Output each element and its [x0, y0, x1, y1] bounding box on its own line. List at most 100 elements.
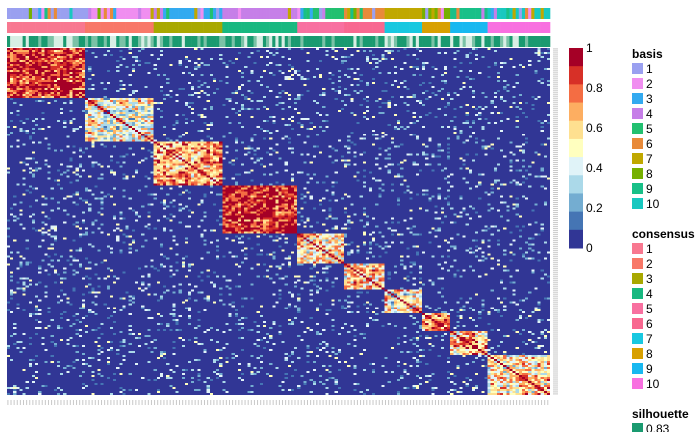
row-tick-label — [553, 227, 558, 229]
annotation-cell — [231, 22, 236, 33]
annotation-cell — [184, 36, 189, 47]
row-tick-label — [553, 319, 558, 321]
column-tick-label — [422, 400, 424, 405]
annotation-cell — [315, 22, 320, 33]
annotation-cell — [222, 22, 226, 33]
row-tick-label — [553, 311, 558, 313]
annotation-cell — [531, 36, 535, 47]
annotation-cell — [387, 36, 392, 47]
column-tick-label — [303, 400, 305, 405]
row-tick-label — [553, 337, 558, 339]
row-tick-label — [553, 219, 558, 221]
annotation-cell — [200, 36, 204, 47]
annotation-cell — [415, 36, 420, 47]
annotation-cell — [116, 36, 120, 47]
column-tick-label — [122, 400, 124, 405]
annotation-cell — [512, 36, 516, 47]
annotation-cell — [275, 8, 279, 19]
column-tick-label — [141, 400, 143, 405]
column-tick-label — [353, 400, 355, 405]
annotation-cell — [188, 22, 192, 33]
annotation-cell — [459, 22, 463, 33]
column-tick-label — [503, 400, 505, 405]
annotation-cell — [194, 8, 198, 19]
row-tick-label — [553, 223, 558, 225]
annotation-cell — [81, 36, 86, 47]
annotation-cell — [290, 8, 295, 19]
annotation-cell — [116, 22, 120, 33]
annotation-cell — [537, 8, 541, 19]
column-tick-label — [525, 400, 527, 405]
annotation-cell — [450, 22, 454, 33]
annotation-cell — [35, 8, 39, 19]
annotation-cell — [50, 22, 55, 33]
annotation-cell — [219, 8, 223, 19]
annotation-cell — [412, 8, 417, 19]
annotation-cell — [159, 36, 164, 47]
row-tick-label — [553, 265, 558, 267]
annotation-cell — [178, 36, 183, 47]
annotation-cell — [481, 8, 485, 19]
annotation-cell — [16, 22, 20, 33]
row-tick-label — [553, 249, 558, 251]
color-scale-tick-label: 0.8 — [586, 81, 603, 95]
row-tick-label — [553, 275, 558, 277]
row-tick-label — [553, 341, 558, 343]
row-tick-label — [553, 353, 558, 355]
row-tick-label — [553, 134, 558, 136]
column-tick-label — [247, 400, 249, 405]
annotation-cell — [465, 36, 470, 47]
row-tick-label — [553, 98, 558, 100]
annotation-cell — [144, 22, 148, 33]
annotation-cell — [175, 8, 179, 19]
column-tick-label — [88, 400, 90, 405]
basis-annotation-bar — [7, 8, 551, 19]
column-tick-label — [294, 400, 296, 405]
column-tick-label — [113, 400, 115, 405]
annotation-cell — [531, 8, 535, 19]
annotation-cell — [503, 8, 507, 19]
column-tick-label — [82, 400, 84, 405]
legend-title: consensus — [632, 227, 695, 241]
annotation-cell — [53, 8, 58, 19]
annotation-cell — [94, 22, 98, 33]
annotation-cell — [490, 8, 495, 19]
annotation-cell — [397, 36, 401, 47]
annotation-cell — [509, 8, 513, 19]
annotation-cell — [322, 8, 326, 19]
column-tick-label — [444, 400, 446, 405]
legend-label: 2 — [646, 257, 653, 271]
column-tick-label — [38, 400, 40, 405]
legend-swatch — [632, 168, 643, 179]
annotation-cell — [350, 22, 354, 33]
annotation-cell — [462, 22, 467, 33]
annotation-cell — [97, 22, 101, 33]
annotation-cell — [422, 22, 426, 33]
column-tick-label — [232, 400, 234, 405]
column-tick-label — [463, 400, 465, 405]
annotation-cell — [387, 22, 392, 33]
row-tick-label — [553, 136, 558, 138]
annotation-cell — [478, 22, 482, 33]
annotation-cell — [44, 8, 48, 19]
row-tick-label — [553, 327, 558, 329]
legend-swatch — [632, 288, 643, 299]
annotation-cell — [25, 8, 30, 19]
annotation-cell — [116, 8, 120, 19]
annotation-cell — [144, 8, 148, 19]
annotation-cell — [147, 36, 151, 47]
column-tick-label — [366, 400, 368, 405]
row-tick-label — [553, 367, 558, 369]
annotation-cell — [22, 8, 27, 19]
annotation-cell — [147, 8, 151, 19]
annotation-cell — [390, 36, 395, 47]
row-tick-label — [553, 124, 558, 126]
legend-swatch — [632, 333, 643, 344]
annotation-cell — [31, 36, 36, 47]
annotation-cell — [206, 36, 211, 47]
legend-swatch — [632, 123, 643, 134]
row-tick-label — [553, 168, 558, 170]
annotation-cell — [546, 22, 551, 33]
row-tick-label — [553, 317, 558, 319]
annotation-cell — [222, 8, 226, 19]
